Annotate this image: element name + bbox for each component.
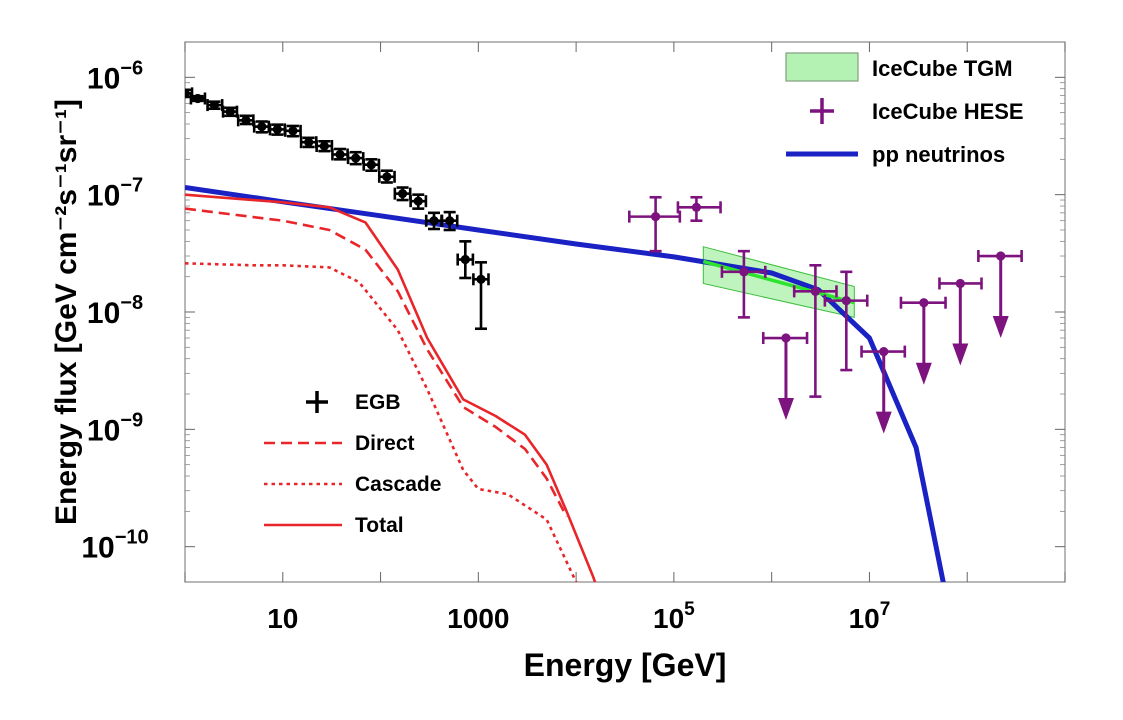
- legend-label: pp neutrinos: [872, 142, 1005, 167]
- legend-item-upper: pp neutrinos: [786, 142, 1005, 167]
- data-point-marker: [193, 93, 203, 104]
- data-point-marker: [366, 160, 376, 170]
- data-point-marker: [288, 126, 298, 136]
- data-point-marker: [272, 124, 282, 134]
- hese-data-point: [938, 277, 983, 366]
- data-point-marker: [382, 172, 392, 182]
- hese-data-point: [977, 250, 1023, 339]
- egb-data-point: [283, 124, 302, 138]
- legend-item-lower: EGB: [306, 391, 401, 414]
- data-point-marker: [413, 196, 423, 206]
- x-tick-label: 10: [267, 603, 298, 634]
- series-line-total: [185, 193, 597, 582]
- legend-label: Direct: [355, 432, 415, 455]
- egb-data-point: [189, 92, 207, 105]
- data-point-marker: [351, 153, 361, 163]
- upper-limit-arrowhead: [777, 398, 794, 421]
- upper-limit-arrowhead: [952, 343, 969, 366]
- legend-item-lower: Direct: [264, 432, 415, 455]
- egb-data-point: [440, 210, 459, 232]
- egb-data-point: [362, 158, 381, 173]
- y-tick-label: 10−8: [87, 292, 143, 330]
- egb-data-point: [236, 114, 255, 127]
- legend-item-upper: IceCube HESE: [810, 98, 1024, 124]
- data-point-marker: [955, 278, 965, 289]
- egb-data-point: [377, 169, 396, 184]
- data-point-marker: [335, 149, 345, 160]
- plot-frame: [184, 41, 1066, 583]
- hese-data-point: [823, 270, 869, 372]
- data-point-marker: [781, 333, 791, 343]
- data-point-marker: [691, 202, 702, 212]
- x-axis-label: Energy [GeV]: [524, 647, 727, 683]
- x-tick-label: 107: [849, 599, 891, 634]
- series-line-direct: [185, 207, 568, 518]
- axis-tick-marks: [184, 41, 1066, 582]
- hese-data-point: [792, 264, 838, 398]
- egb-data-point: [315, 139, 334, 153]
- legend-label: IceCube HESE: [872, 99, 1024, 124]
- egb-data-point: [299, 136, 318, 149]
- hese-data-point: [720, 249, 767, 319]
- upper-limit-arrowhead: [875, 411, 892, 434]
- y-tick-label: 10−6: [87, 57, 143, 95]
- tgm-best-fit-line: [702, 259, 855, 305]
- points-layer: [185, 87, 1023, 434]
- y-tick-label: 10−9: [87, 409, 143, 447]
- data-point-marker: [209, 100, 220, 110]
- data-point-marker: [241, 115, 251, 125]
- egb-data-point: [472, 261, 490, 331]
- egb-data-point: [268, 123, 287, 136]
- series-line-cascade: [185, 262, 578, 582]
- y-tick-label: 10−7: [87, 175, 143, 213]
- upper-limit-arrowhead: [992, 316, 1009, 339]
- data-point-marker: [476, 274, 486, 284]
- data-point-marker: [429, 216, 439, 226]
- data-point-marker: [650, 212, 661, 222]
- egb-data-point: [409, 193, 428, 210]
- data-point-marker: [841, 296, 851, 306]
- data-point-marker: [739, 267, 749, 277]
- hese-data-point: [899, 296, 947, 385]
- legend-swatch-band: [785, 52, 859, 82]
- legend-label: Cascade: [355, 473, 441, 496]
- hese-data-point: [628, 195, 682, 253]
- hese-data-point: [676, 195, 722, 222]
- y-tick-label: 10−10: [81, 527, 148, 565]
- legend-item-lower: Cascade: [264, 473, 441, 496]
- data-point-marker: [810, 286, 820, 296]
- data-point-marker: [397, 189, 408, 199]
- legend-item-upper: IceCube TGM: [785, 52, 1013, 82]
- egb-data-point: [393, 186, 412, 202]
- data-point-marker: [919, 298, 929, 308]
- legend-label: EGB: [355, 391, 401, 414]
- legend: IceCube TGM IceCube HESE pp neutrinos EGB Di…: [264, 52, 1024, 537]
- hese-data-point: [761, 332, 809, 421]
- egb-data-point: [206, 99, 224, 112]
- data-point-marker: [879, 346, 889, 357]
- legend-label: IceCube TGM: [872, 56, 1013, 81]
- data-point-marker: [460, 254, 470, 265]
- data-point-marker: [185, 88, 190, 98]
- x-tick-label: 1000: [447, 603, 509, 634]
- egb-data-point: [456, 240, 475, 280]
- upper-limit-arrowhead: [915, 362, 932, 385]
- data-point-marker: [304, 137, 314, 147]
- data-point-marker: [996, 251, 1006, 261]
- data-point-marker: [257, 122, 267, 132]
- data-point-marker: [445, 216, 455, 226]
- egb-data-point: [331, 147, 349, 161]
- egb-data-point: [221, 105, 239, 118]
- data-point-marker: [225, 107, 235, 117]
- data-point-marker: [319, 141, 329, 151]
- legend-label: Total: [355, 514, 404, 537]
- x-tick-label: 105: [653, 599, 695, 634]
- hese-data-point: [860, 345, 907, 434]
- y-axis-label: Energy flux [GeV cm⁻²s⁻¹sr⁻¹]: [50, 99, 83, 525]
- legend-item-lower: Total: [264, 514, 404, 537]
- tick-labels: 10 1000 105 107 10−6 10−7 10−8 10−9 10−10: [81, 57, 890, 634]
